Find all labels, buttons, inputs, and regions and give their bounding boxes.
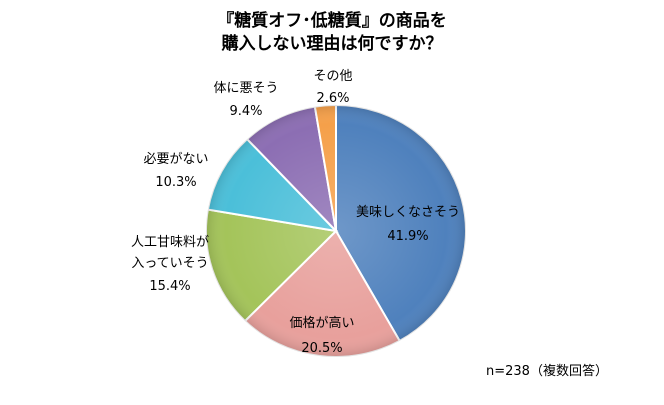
slice-value-unhealthy: 9.4% xyxy=(229,104,262,119)
slice-label-taste: 美味しくなさそう xyxy=(356,205,460,220)
slice-label-unnecessary: 必要がない xyxy=(143,152,208,167)
slice-value-unnecessary: 10.3% xyxy=(155,175,196,190)
slice-label-unhealthy: 体に悪そう xyxy=(213,81,278,96)
slice-label-sweetener-line-2: 入っていそう xyxy=(131,256,208,271)
slice-value-other: 2.6% xyxy=(316,91,349,106)
slice-value-sweetener: 15.4% xyxy=(149,279,190,294)
slice-label-price: 価格が高い xyxy=(289,315,354,331)
sample-size-note: n=238（複数回答） xyxy=(486,364,608,379)
chart-title-line-1: 『糖質オフ･低糖質』の商品を xyxy=(217,11,447,31)
slice-label-sweetener-line-1: 人工甘味料が xyxy=(131,235,209,250)
chart-title-line-2: 購入しない理由は何ですか？ xyxy=(221,34,443,54)
slice-value-taste: 41.9% xyxy=(387,229,428,244)
slice-value-price: 20.5% xyxy=(301,341,342,356)
slice-label-other: その他 xyxy=(313,69,352,84)
